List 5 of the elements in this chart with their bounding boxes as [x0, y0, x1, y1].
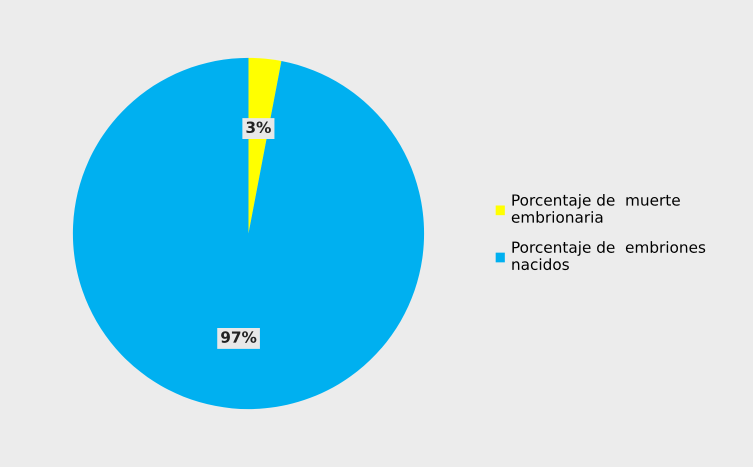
legend-label: Porcentaje de embriones nacidos: [512, 241, 706, 270]
pie-slice: [72, 58, 424, 410]
legend-label: Porcentaje de muerte embrionaria: [512, 194, 680, 223]
data-label: 97%: [221, 331, 256, 343]
data-label: 3%: [246, 121, 271, 134]
